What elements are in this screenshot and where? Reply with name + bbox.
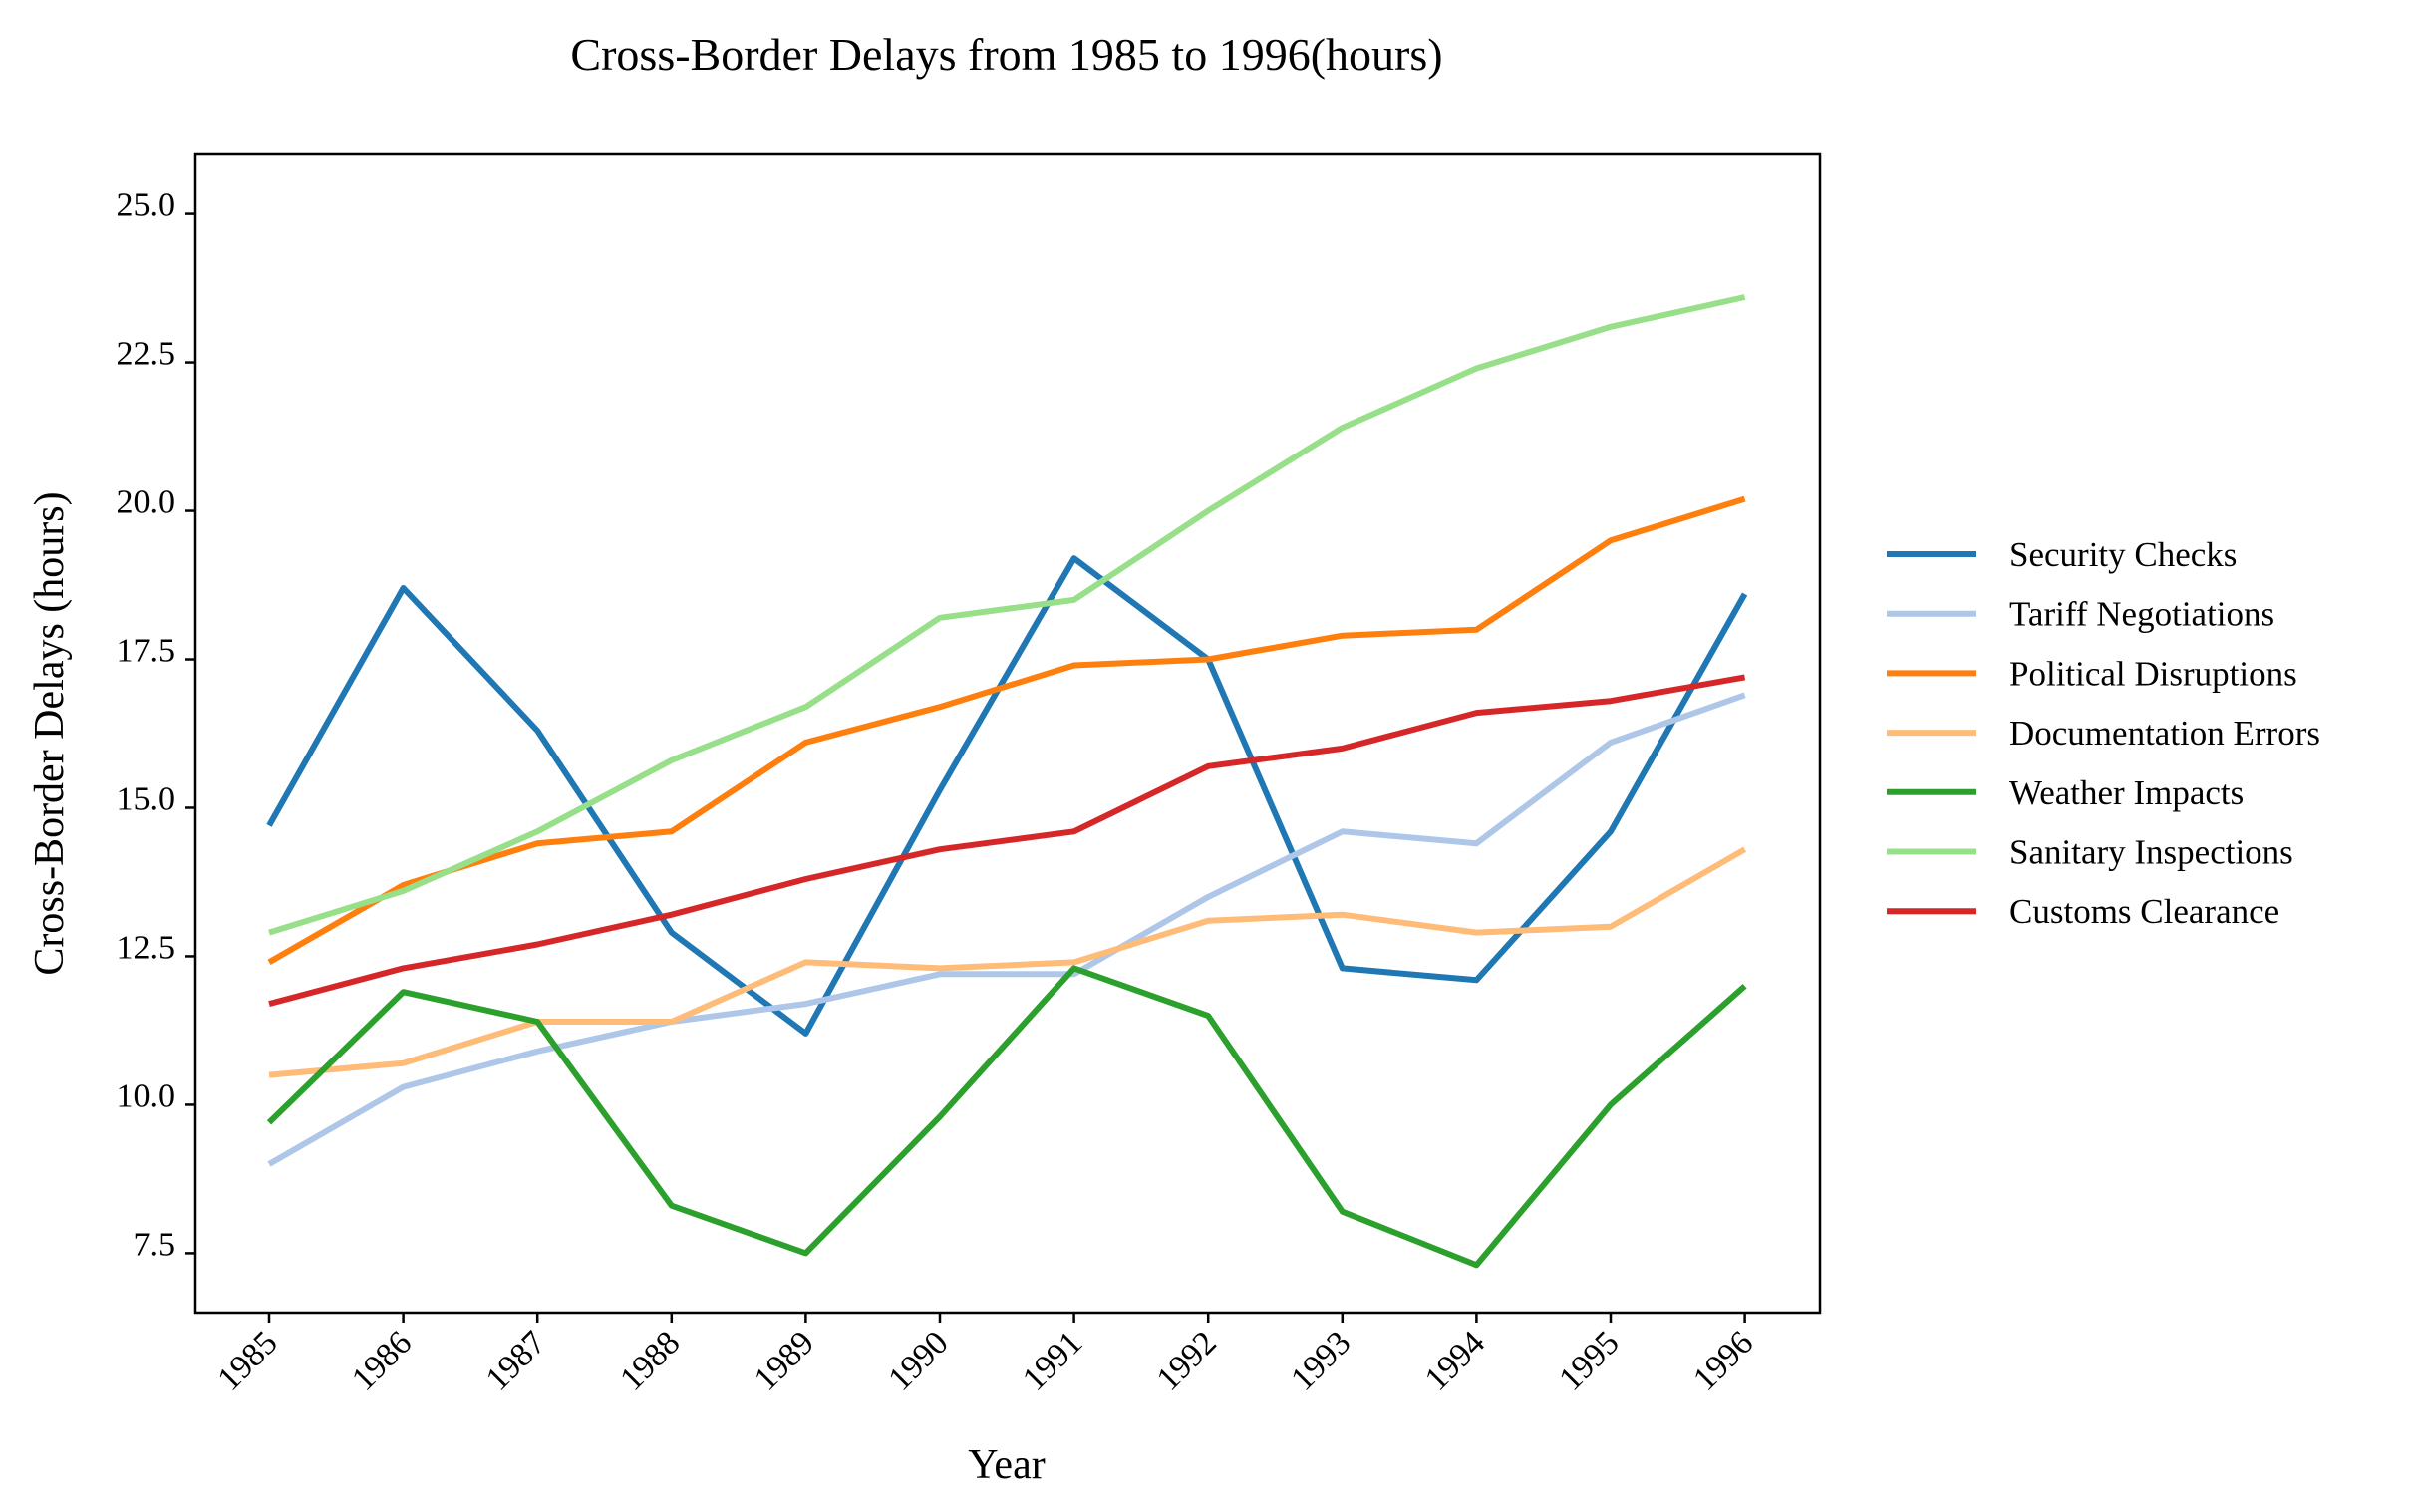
x-tick-label: 1994 xyxy=(1418,1324,1492,1397)
x-tick-label: 1987 xyxy=(479,1324,553,1397)
legend-label: Security Checks xyxy=(2009,535,2237,574)
legend-entry: Tariff Negotiations xyxy=(1887,595,2274,634)
y-axis-label: Cross-Border Delays (hours) xyxy=(27,491,73,975)
legend-entry: Sanitary Inspections xyxy=(1887,833,2293,872)
series-layer xyxy=(266,294,1748,1269)
x-tick-label: 1985 xyxy=(210,1324,284,1397)
x-tick-label: 1988 xyxy=(613,1324,687,1397)
x-tick-label: 1990 xyxy=(881,1324,955,1397)
series-line-sanitary-inspections xyxy=(268,294,1746,936)
x-axis-label: Year xyxy=(968,1442,1045,1488)
legend-entry: Weather Impacts xyxy=(1887,773,2244,812)
legend-label: Tariff Negotiations xyxy=(2009,595,2274,634)
y-tick-label: 7.5 xyxy=(134,1226,176,1263)
legend: Security Checks Tariff Negotiations Politi… xyxy=(1887,535,2320,931)
x-tick-label: 1993 xyxy=(1284,1324,1357,1397)
series-line-political-disruptions xyxy=(267,495,1746,966)
x-tick-label: 1992 xyxy=(1150,1324,1224,1397)
series-line-customs-clearance xyxy=(268,674,1746,1007)
series-line-security-checks xyxy=(266,555,1748,1037)
x-tick-label: 1991 xyxy=(1016,1324,1089,1397)
y-axis: 7.5 10.0 12.5 15.0 17.5 20.0 22.5 25.0 xyxy=(117,187,195,1263)
legend-label: Customs Clearance xyxy=(2009,892,2279,931)
legend-entry: Customs Clearance xyxy=(1887,892,2279,931)
chart-title: Cross-Border Delays from 1985 to 1996(ho… xyxy=(570,29,1442,80)
x-tick-label: 1986 xyxy=(345,1324,419,1397)
y-tick-label: 25.0 xyxy=(117,187,176,224)
x-tick-label: 1995 xyxy=(1552,1324,1626,1397)
series-line-documentation-errors xyxy=(268,846,1747,1078)
y-tick-label: 20.0 xyxy=(117,484,176,521)
y-tick-label: 15.0 xyxy=(117,780,176,817)
legend-label: Documentation Errors xyxy=(2009,714,2320,753)
legend-label: Sanitary Inspections xyxy=(2009,833,2293,872)
legend-entry: Documentation Errors xyxy=(1887,714,2320,753)
y-tick-label: 10.0 xyxy=(117,1077,176,1114)
legend-label: Weather Impacts xyxy=(2009,773,2244,812)
series-line-weather-impacts xyxy=(266,965,1747,1269)
y-tick-label: 22.5 xyxy=(117,336,176,373)
legend-entry: Security Checks xyxy=(1887,535,2237,574)
legend-entry: Political Disruptions xyxy=(1887,654,2297,693)
series-line-tariff-negotiations xyxy=(267,692,1746,1167)
x-tick-label: 1989 xyxy=(748,1324,821,1397)
y-tick-label: 12.5 xyxy=(117,929,176,966)
x-tick-label: 1996 xyxy=(1686,1324,1760,1397)
plot-frame xyxy=(193,152,1822,1315)
legend-label: Political Disruptions xyxy=(2009,654,2297,693)
x-axis: 1985 1986 1987 1988 1989 1990 1991 1992 1993 1994… xyxy=(210,1313,1760,1398)
y-tick-label: 17.5 xyxy=(117,633,176,670)
